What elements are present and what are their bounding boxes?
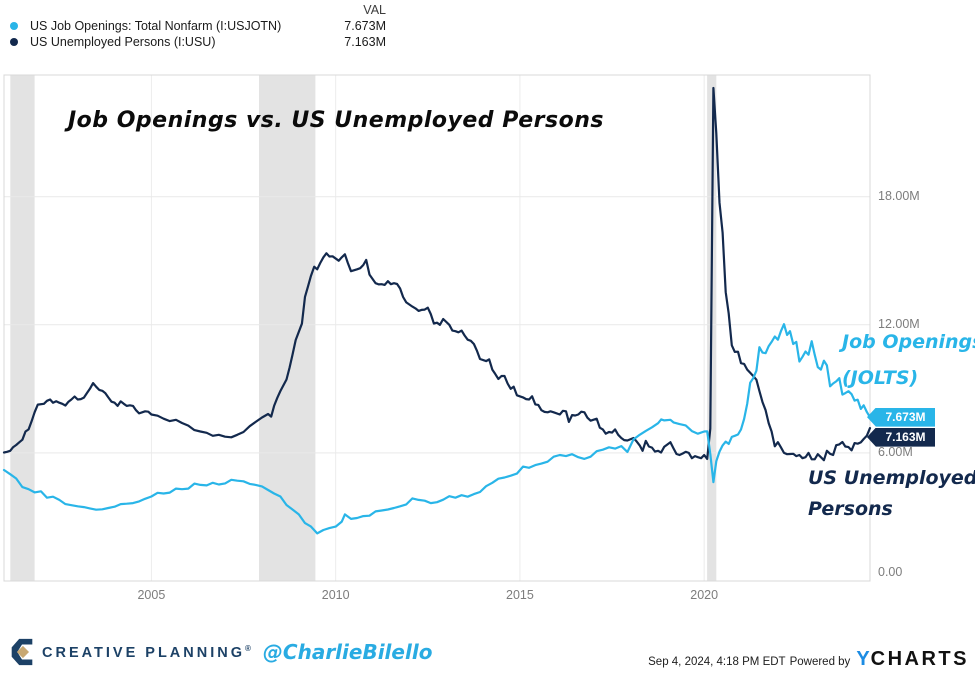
footer-attribution: Sep 4, 2024, 4:18 PM EDT Powered by Y CH…: [648, 648, 969, 671]
series-line: [2, 86, 872, 462]
registered-mark: ®: [245, 643, 251, 653]
ycharts-logo-text: CHARTS: [870, 648, 969, 670]
y-axis-tick-label: 0.00: [878, 565, 903, 579]
unemployed-annotation: US Unemployed Persons: [808, 463, 975, 525]
unemployed-value-badge: 7.163M: [867, 427, 935, 447]
legend-item-unemployed: US Unemployed Persons (I:USU) 7.163M: [8, 34, 386, 50]
unemployed-dot-icon: [10, 38, 18, 46]
legend-label: US Job Openings: Total Nonfarm (I:USJOTN…: [30, 19, 282, 33]
recession-band: [10, 75, 35, 581]
creative-planning-wordmark: CREATIVE PLANNING®: [42, 644, 251, 661]
job-openings-annotation: Job Openings (JOLTS): [842, 324, 975, 396]
legend-header-row: VAL: [8, 3, 386, 18]
legend-header-spacer: [10, 3, 18, 11]
legend: VAL US Job Openings: Total Nonfarm (I:US…: [8, 3, 386, 50]
x-axis-tick-label: 2010: [321, 588, 350, 602]
creative-planning-logo-icon: [11, 638, 33, 666]
legend-label: US Unemployed Persons (I:USU): [30, 35, 216, 49]
legend-item-job-openings: US Job Openings: Total Nonfarm (I:USJOTN…: [8, 18, 386, 34]
job-openings-dot-icon: [10, 22, 18, 30]
legend-val-header: VAL: [363, 3, 386, 17]
chart-plot-area: [2, 74, 872, 582]
powered-by-label: Powered by: [789, 656, 851, 668]
y-axis-tick-label: 18.00M: [878, 188, 920, 203]
twitter-handle: @CharlieBilello: [262, 640, 433, 664]
plot-border: [3, 74, 871, 582]
x-axis-tick-label: 2020: [690, 588, 719, 602]
legend-value: 7.673M: [344, 19, 386, 33]
unemployed-annotation-line1: US Unemployed: [808, 467, 975, 489]
unemployed-annotation-line2: Persons: [808, 498, 893, 520]
y-axis-tick-label: 12.00M: [878, 316, 920, 331]
legend-header-spacer2: [30, 3, 326, 18]
legend-value: 7.163M: [344, 35, 386, 49]
job-openings-annotation-line1: Job Openings: [842, 331, 975, 353]
ycharts-logo-y: Y: [856, 648, 871, 670]
y-axis-tick-label: 6.00M: [878, 444, 913, 459]
chart-title: Job Openings vs. US Unemployed Persons: [68, 108, 604, 133]
x-axis-tick-label: 2005: [137, 588, 166, 602]
recession-band: [259, 75, 316, 581]
x-axis-tick-label: 2015: [506, 588, 534, 602]
timestamp: Sep 4, 2024, 4:18 PM EDT: [648, 656, 786, 668]
series-line: [2, 323, 872, 535]
creative-planning-brand: CREATIVE PLANNING® @CharlieBilello: [10, 637, 432, 667]
job-openings-annotation-line2: (JOLTS): [842, 367, 919, 389]
job-openings-value-badge: 7.673M: [867, 407, 935, 427]
brand-name: CREATIVE PLANNING: [42, 644, 245, 661]
